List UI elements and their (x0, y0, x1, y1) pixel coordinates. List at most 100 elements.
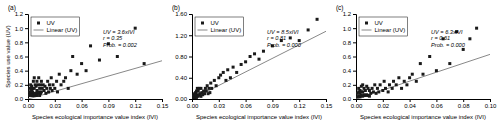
tick-label: 1.20 (175, 33, 187, 39)
point (368, 89, 371, 92)
tick-mark (25, 14, 28, 15)
tick-mark (436, 99, 437, 102)
tick-label: 0.00 (175, 96, 187, 102)
point (371, 87, 374, 90)
tick-label: 0.09 (267, 103, 279, 109)
point (258, 58, 261, 61)
tick-mark (272, 99, 273, 102)
tick-label: 1.0 (15, 26, 24, 32)
tick: 0.09 (267, 99, 279, 109)
point (35, 80, 38, 83)
point (253, 52, 256, 55)
tick-label: 0.40 (175, 75, 187, 81)
point (51, 89, 54, 92)
tick-label: 0.12 (130, 103, 142, 109)
panel: 0.000.020.040.060.080.100.00.20.40.60.81… (336, 4, 497, 120)
point (203, 92, 206, 95)
legend-label: Linear (UV) (375, 27, 406, 33)
point (375, 92, 378, 95)
tick-label: 0.8 (343, 40, 352, 46)
tick-mark (189, 78, 192, 79)
point (197, 90, 200, 93)
tick-mark (189, 35, 192, 36)
tick-label: 0.2 (343, 82, 352, 88)
point (468, 37, 471, 40)
tick-mark (353, 14, 356, 15)
tick-label: 0.6 (343, 54, 352, 60)
x-axis-label: Species ecological importance value inde… (32, 114, 158, 120)
annotation-line: Prob. = 0.000 (431, 42, 466, 48)
annotation: UV = 3.6xIVIr = 0.35Prob. = 0.002 (103, 29, 138, 48)
annotation-line: r = 0.61 (431, 35, 450, 41)
point (56, 90, 59, 93)
annotation-line: Prob. = 0.000 (267, 42, 302, 48)
point (210, 87, 213, 90)
point (52, 83, 55, 86)
tick-mark (353, 85, 356, 86)
point (37, 76, 40, 79)
y-axis: 0.00.20.40.60.81.01.2 (15, 11, 29, 102)
tick-mark (353, 57, 356, 58)
tick-label: 0.09 (103, 103, 115, 109)
point (419, 62, 422, 65)
point (76, 73, 79, 76)
tick: 1.20 (175, 33, 192, 39)
point (50, 76, 53, 79)
point (240, 63, 243, 66)
point (428, 55, 431, 58)
x-axis-line (193, 100, 327, 103)
legend-swatch (365, 22, 368, 25)
point (316, 18, 319, 21)
point (235, 71, 238, 74)
point (388, 83, 391, 86)
y-axis-line (353, 15, 357, 100)
point (364, 89, 367, 92)
tick: 0.00 (175, 96, 192, 102)
trend-line (28, 61, 162, 99)
point (58, 73, 61, 76)
point (226, 68, 229, 71)
point (215, 84, 218, 87)
point (289, 36, 292, 39)
tick-mark (162, 99, 163, 102)
tick: 0.80 (175, 54, 192, 60)
annotation-line: r = 0.35 (103, 35, 123, 41)
point (372, 90, 375, 93)
tick-label: 0.0 (343, 96, 352, 102)
tick-label: 0.06 (76, 103, 88, 109)
tick-label: 0.12 (294, 103, 306, 109)
tick-mark (353, 42, 356, 43)
panel-label: (c) (336, 4, 344, 12)
tick: 0.09 (103, 99, 115, 109)
annotation: UV = 6.3xIVIr = 0.61Prob. = 0.000 (431, 29, 466, 48)
tick-label: 0.2 (15, 82, 24, 88)
point (204, 87, 207, 90)
annotation-line: UV = 3.6xIVI (103, 29, 135, 35)
tick: 0.15 (157, 99, 169, 109)
tick: 0.12 (294, 99, 306, 109)
tick-mark (108, 99, 109, 102)
legend: UVLinear (UV) (359, 17, 408, 36)
point (209, 82, 212, 85)
annotation-line: Prob. = 0.002 (103, 42, 138, 48)
legend-swatch (362, 30, 372, 31)
legend: UVLinear (UV) (31, 17, 80, 36)
point (368, 95, 371, 98)
tick-label: 0.00 (187, 103, 199, 109)
point (307, 28, 310, 31)
x-axis: 0.000.030.060.090.120.15 (23, 99, 169, 109)
marks (28, 27, 162, 99)
legend-frame (359, 17, 408, 36)
point (405, 83, 408, 86)
tick: 0.8 (15, 40, 28, 46)
y-axis: 0.00.20.40.60.81.01.2 (343, 11, 357, 102)
point (143, 62, 146, 65)
tick-label: 0.03 (213, 103, 225, 109)
tick: 0.4 (343, 68, 356, 74)
tick-mark (326, 99, 327, 102)
point (376, 87, 379, 90)
point (199, 87, 202, 90)
tick-mark (410, 99, 411, 102)
tick: 0.03 (213, 99, 225, 109)
point (219, 74, 222, 77)
